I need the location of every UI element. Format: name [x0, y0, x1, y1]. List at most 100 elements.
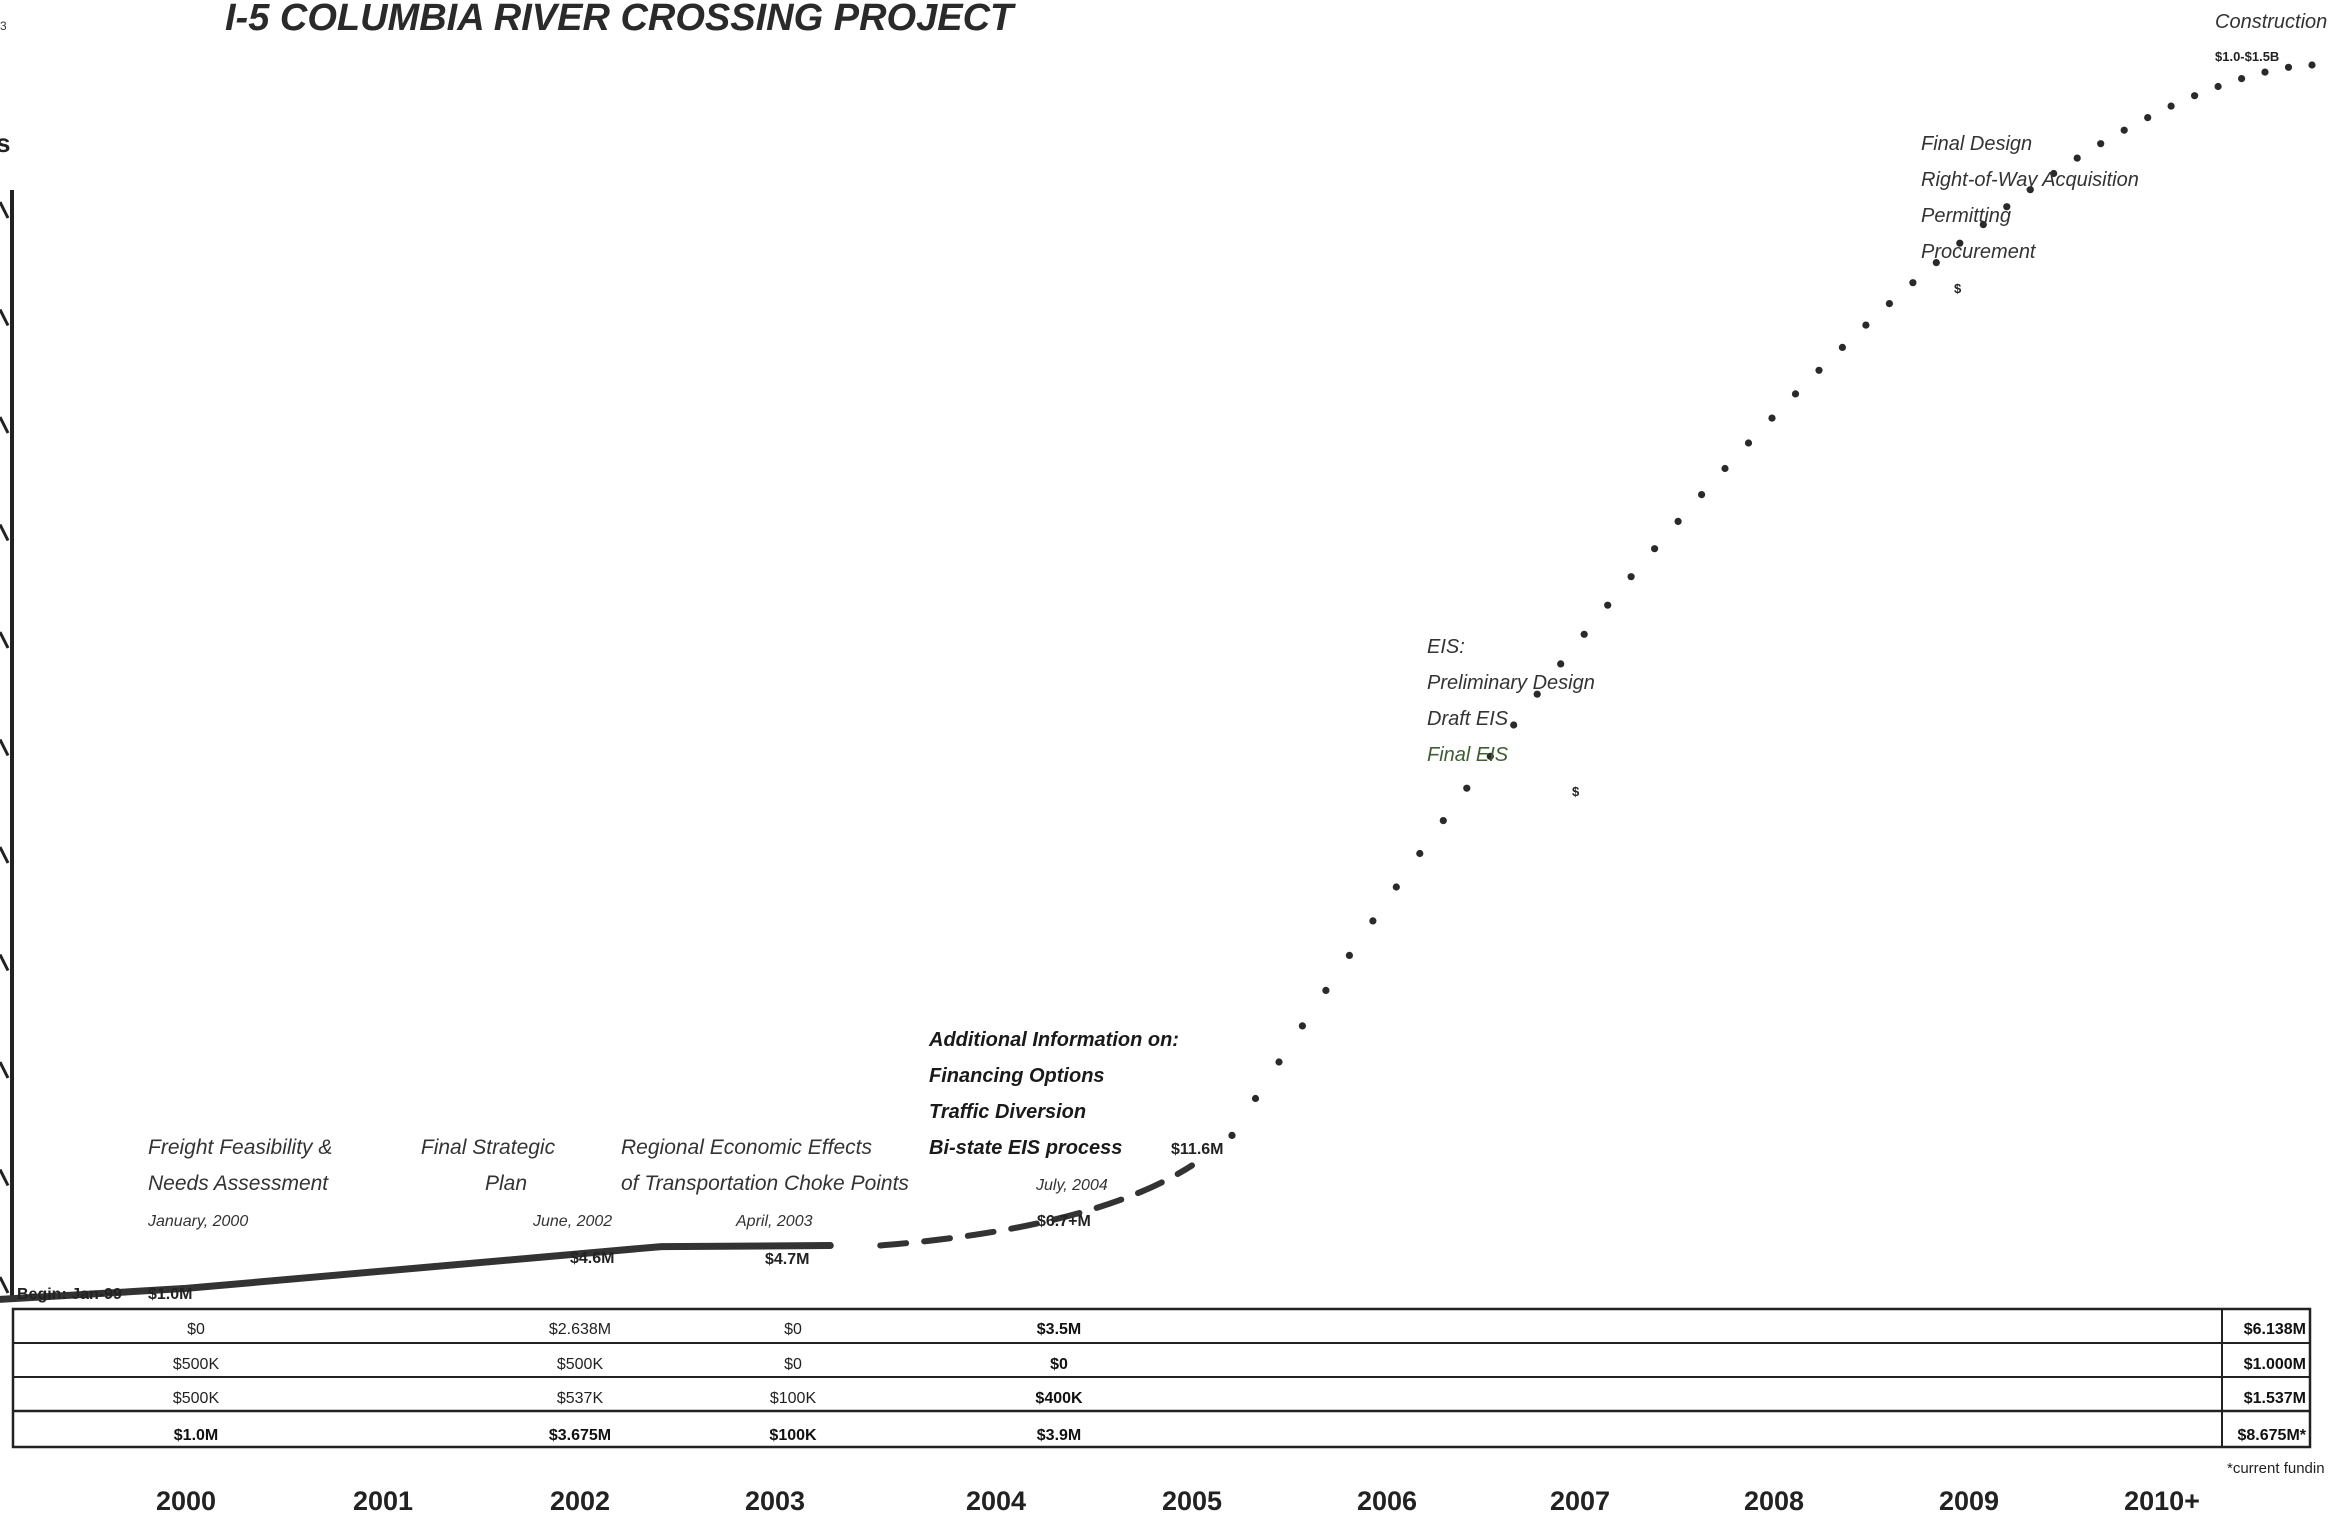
series-dot: [1651, 545, 1659, 553]
series-dot: [1251, 1094, 1260, 1103]
annotation-strategic-plan: Final Strategic Plan June, 2002: [421, 1136, 612, 1230]
annotation-line: Needs Assessment: [148, 1172, 329, 1195]
x-tick-label: 2006: [1357, 1486, 1417, 1515]
table-cell: $537K: [557, 1390, 604, 1407]
series-dot: [1275, 1058, 1283, 1066]
y-tick: [0, 846, 10, 864]
annotation-line: Final Design: [1921, 133, 2032, 155]
annotation-date: January, 2000: [147, 1213, 248, 1230]
annotation-final-design: Final Design Right-of-Way Acquisition Pe…: [1921, 133, 2139, 263]
table-total-cell: $6.138M: [2244, 1321, 2306, 1338]
x-tick-label: 2008: [1744, 1486, 1804, 1515]
annotation-line: Bi-state EIS process: [929, 1137, 1122, 1159]
annotation-line: Right-of-Way Acquisition: [1921, 169, 2139, 191]
value-label-6: $: [1572, 784, 1580, 799]
table-total-cell: $1.537M: [2244, 1390, 2306, 1407]
x-tick-label: 2010+: [2124, 1486, 2200, 1515]
y-tick: [0, 308, 10, 327]
annotation-construction: Construction: [2215, 11, 2327, 33]
series-dot: [2050, 169, 2058, 178]
table-cell: $3.675M: [549, 1427, 611, 1444]
annotation-line: EIS:: [1427, 636, 1465, 658]
annotation-line: Final Strategic: [421, 1136, 556, 1159]
x-tick-label: 2004: [966, 1486, 1026, 1515]
y-tick: [0, 1168, 10, 1187]
series-dot: [2120, 126, 2128, 134]
series-dot: [2026, 186, 2034, 194]
annotation-line: Permitting: [1921, 205, 2011, 227]
value-label-4: $6.7+M: [1037, 1213, 1091, 1230]
series-dot: [2308, 61, 2316, 69]
chart-title: I-5 COLUMBIA RIVER CROSSING PROJECT: [225, 0, 1016, 39]
x-axis-labels: 2000 2001 2002 2003 2004 2005 2006 2007 2008 2009…: [156, 1486, 2200, 1515]
series-dot: [1533, 690, 1541, 698]
x-tick-label: 2001: [353, 1486, 413, 1515]
series-dot: [1322, 986, 1330, 995]
series-dot: [2097, 140, 2105, 148]
series-dot: [2214, 82, 2222, 91]
annotation-line: Procurement: [1921, 241, 2037, 263]
y-tick: [0, 631, 10, 649]
x-tick-label: 2009: [1939, 1486, 1999, 1515]
table-total-cell: $8.675M*: [2238, 1427, 2307, 1444]
annotation-line: Final EIS: [1427, 744, 1509, 766]
series-dot: [1627, 573, 1635, 581]
series-solid-line: [0, 1242, 834, 1303]
table-cell: $0: [187, 1321, 205, 1338]
series-dot: [1486, 752, 1494, 760]
table-total-cell: $1.000M: [2244, 1356, 2306, 1373]
y-tick: [0, 1061, 10, 1079]
begin-label: Begin: Jan-99: [17, 1286, 122, 1303]
series-dot: [2284, 63, 2293, 71]
x-tick-label: 2005: [1162, 1486, 1222, 1515]
annotation-date: April, 2003: [735, 1213, 813, 1230]
series-dot: [1604, 601, 1612, 609]
y-tick: [0, 738, 10, 757]
x-tick-label: 2007: [1550, 1486, 1610, 1515]
annotation-date: July, 2004: [1035, 1177, 1108, 1194]
value-label-1: $1.0M: [148, 1286, 192, 1303]
table-cell: $0: [784, 1356, 802, 1373]
series-dot: [2073, 154, 2081, 162]
series-dot: [1956, 239, 1964, 247]
annotation-regional-economic: Regional Economic Effects of Transportat…: [621, 1136, 909, 1230]
funding-table: $0 $2.638M $0 $3.5M $6.138M $500K $500K $0 $0 $1.…: [11, 1307, 2312, 1449]
table-cell: $500K: [557, 1356, 604, 1373]
value-label-8: $1.0-$1.5B: [2215, 49, 2279, 64]
series-dot: [1392, 883, 1400, 891]
annotation-line: of Transportation Choke Points: [621, 1172, 909, 1195]
series-dot: [1416, 849, 1424, 858]
table-cell: $0: [784, 1321, 802, 1338]
annotation-line: Additional Information on:: [928, 1029, 1179, 1051]
series-dot: [1510, 721, 1518, 729]
series-dot: [1815, 366, 1823, 374]
series-dot: [2003, 203, 2011, 211]
series-dot: [2191, 92, 2199, 100]
series-dot: [1580, 630, 1588, 638]
table-cell: $400K: [1035, 1390, 1083, 1407]
series-dot: [1791, 390, 1800, 398]
annotation-line: Freight Feasibility &: [148, 1136, 332, 1159]
annotation-line: Regional Economic Effects: [621, 1136, 872, 1159]
annotation-freight: Freight Feasibility & Needs Assessment J…: [147, 1136, 332, 1230]
table-footnote: *current fundin: [2227, 1460, 2325, 1477]
series-dot: [1979, 221, 1987, 229]
series-dot: [2261, 68, 2269, 76]
series-dot: [1698, 491, 1706, 499]
table-cell: $0: [1050, 1356, 1068, 1373]
y-tick: [0, 201, 10, 219]
series-dot: [1345, 951, 1353, 960]
x-tick-label: 2002: [550, 1486, 610, 1515]
series-dot: [1463, 784, 1471, 792]
y-tick: [0, 1276, 10, 1294]
annotation-line: Financing Options: [929, 1065, 1105, 1087]
series-dot: [1721, 464, 1729, 473]
series-dot: [2167, 102, 2175, 110]
x-tick-label: 2003: [745, 1486, 805, 1515]
table-cell: $1.0M: [174, 1427, 218, 1444]
series-dot: [1674, 517, 1682, 526]
value-label-2: $4.6M: [570, 1250, 614, 1267]
table-cell: $500K: [173, 1356, 220, 1373]
series-dot: [1932, 259, 1940, 267]
